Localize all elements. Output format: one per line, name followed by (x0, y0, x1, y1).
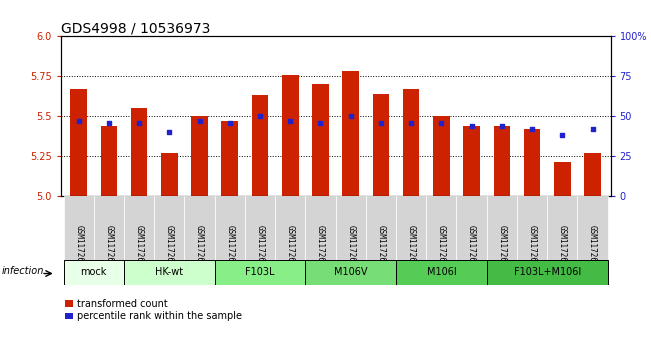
Point (134, 120, 145, 126)
FancyBboxPatch shape (335, 196, 366, 260)
Text: GSM1172657: GSM1172657 (195, 225, 204, 271)
Bar (493, 126, 510, 196)
Point (466, 123, 477, 129)
Point (315, 120, 326, 126)
FancyBboxPatch shape (456, 196, 487, 260)
FancyBboxPatch shape (124, 260, 215, 285)
Point (497, 123, 507, 129)
FancyBboxPatch shape (517, 196, 547, 260)
Text: GDS4998 / 10536973: GDS4998 / 10536973 (61, 21, 210, 35)
Text: GSM1172669: GSM1172669 (558, 225, 567, 271)
Point (527, 126, 537, 132)
Text: GSM1172662: GSM1172662 (346, 225, 355, 271)
Point (255, 113, 265, 119)
Bar (191, 116, 208, 196)
Bar (131, 108, 147, 196)
Text: M106V: M106V (334, 267, 367, 277)
Text: infection: infection (1, 266, 44, 276)
FancyBboxPatch shape (245, 196, 275, 260)
Text: GSM1172663: GSM1172663 (376, 225, 385, 271)
Text: GSM1172654: GSM1172654 (104, 225, 113, 271)
Bar (342, 72, 359, 196)
Text: GSM1172656: GSM1172656 (165, 225, 174, 271)
Bar (372, 94, 389, 196)
Point (406, 120, 417, 126)
Text: HK-wt: HK-wt (156, 267, 184, 277)
FancyBboxPatch shape (275, 196, 305, 260)
FancyBboxPatch shape (124, 196, 154, 260)
Bar (252, 95, 268, 196)
FancyBboxPatch shape (64, 260, 124, 285)
FancyBboxPatch shape (366, 196, 396, 260)
Bar (312, 84, 329, 196)
Text: GSM1172665: GSM1172665 (437, 225, 446, 271)
Bar (221, 121, 238, 196)
Point (587, 126, 598, 132)
Text: GSM1172661: GSM1172661 (316, 225, 325, 271)
Text: GSM1172660: GSM1172660 (286, 225, 295, 271)
Text: GSM1172668: GSM1172668 (527, 225, 536, 271)
Text: GSM1172659: GSM1172659 (256, 225, 264, 271)
FancyBboxPatch shape (305, 196, 335, 260)
FancyBboxPatch shape (94, 196, 124, 260)
FancyBboxPatch shape (215, 260, 305, 285)
FancyBboxPatch shape (305, 260, 396, 285)
Bar (584, 153, 601, 196)
FancyBboxPatch shape (154, 196, 184, 260)
Bar (70, 89, 87, 196)
Point (164, 129, 174, 135)
Point (346, 113, 356, 119)
Point (104, 120, 114, 126)
Point (74, 118, 84, 124)
FancyBboxPatch shape (184, 196, 215, 260)
FancyBboxPatch shape (426, 196, 456, 260)
Bar (464, 126, 480, 196)
Text: F103L+M106I: F103L+M106I (514, 267, 581, 277)
FancyBboxPatch shape (577, 196, 607, 260)
Bar (554, 163, 570, 196)
Text: GSM1172664: GSM1172664 (407, 225, 415, 271)
FancyBboxPatch shape (396, 196, 426, 260)
FancyBboxPatch shape (487, 196, 517, 260)
Bar (403, 89, 419, 196)
FancyBboxPatch shape (547, 196, 577, 260)
Point (376, 120, 386, 126)
Bar (433, 116, 450, 196)
FancyBboxPatch shape (396, 260, 487, 285)
Bar (282, 75, 299, 196)
Legend: transformed count, percentile rank within the sample: transformed count, percentile rank withi… (65, 299, 242, 321)
FancyBboxPatch shape (215, 196, 245, 260)
Text: GSM1172655: GSM1172655 (135, 225, 144, 271)
Point (557, 132, 568, 138)
Text: F103L: F103L (245, 267, 275, 277)
Text: M106I: M106I (426, 267, 456, 277)
Text: mock: mock (81, 267, 107, 277)
Text: GSM1172666: GSM1172666 (467, 225, 476, 271)
Point (195, 118, 205, 124)
Point (436, 120, 447, 126)
Bar (101, 126, 117, 196)
Point (225, 120, 235, 126)
Bar (524, 129, 540, 196)
Point (285, 118, 296, 124)
Text: GSM1172667: GSM1172667 (497, 225, 506, 271)
Text: GSM1172670: GSM1172670 (588, 225, 597, 271)
Text: GSM1172653: GSM1172653 (74, 225, 83, 271)
FancyBboxPatch shape (64, 196, 94, 260)
FancyBboxPatch shape (487, 260, 607, 285)
Text: GSM1172658: GSM1172658 (225, 225, 234, 271)
Bar (161, 153, 178, 196)
